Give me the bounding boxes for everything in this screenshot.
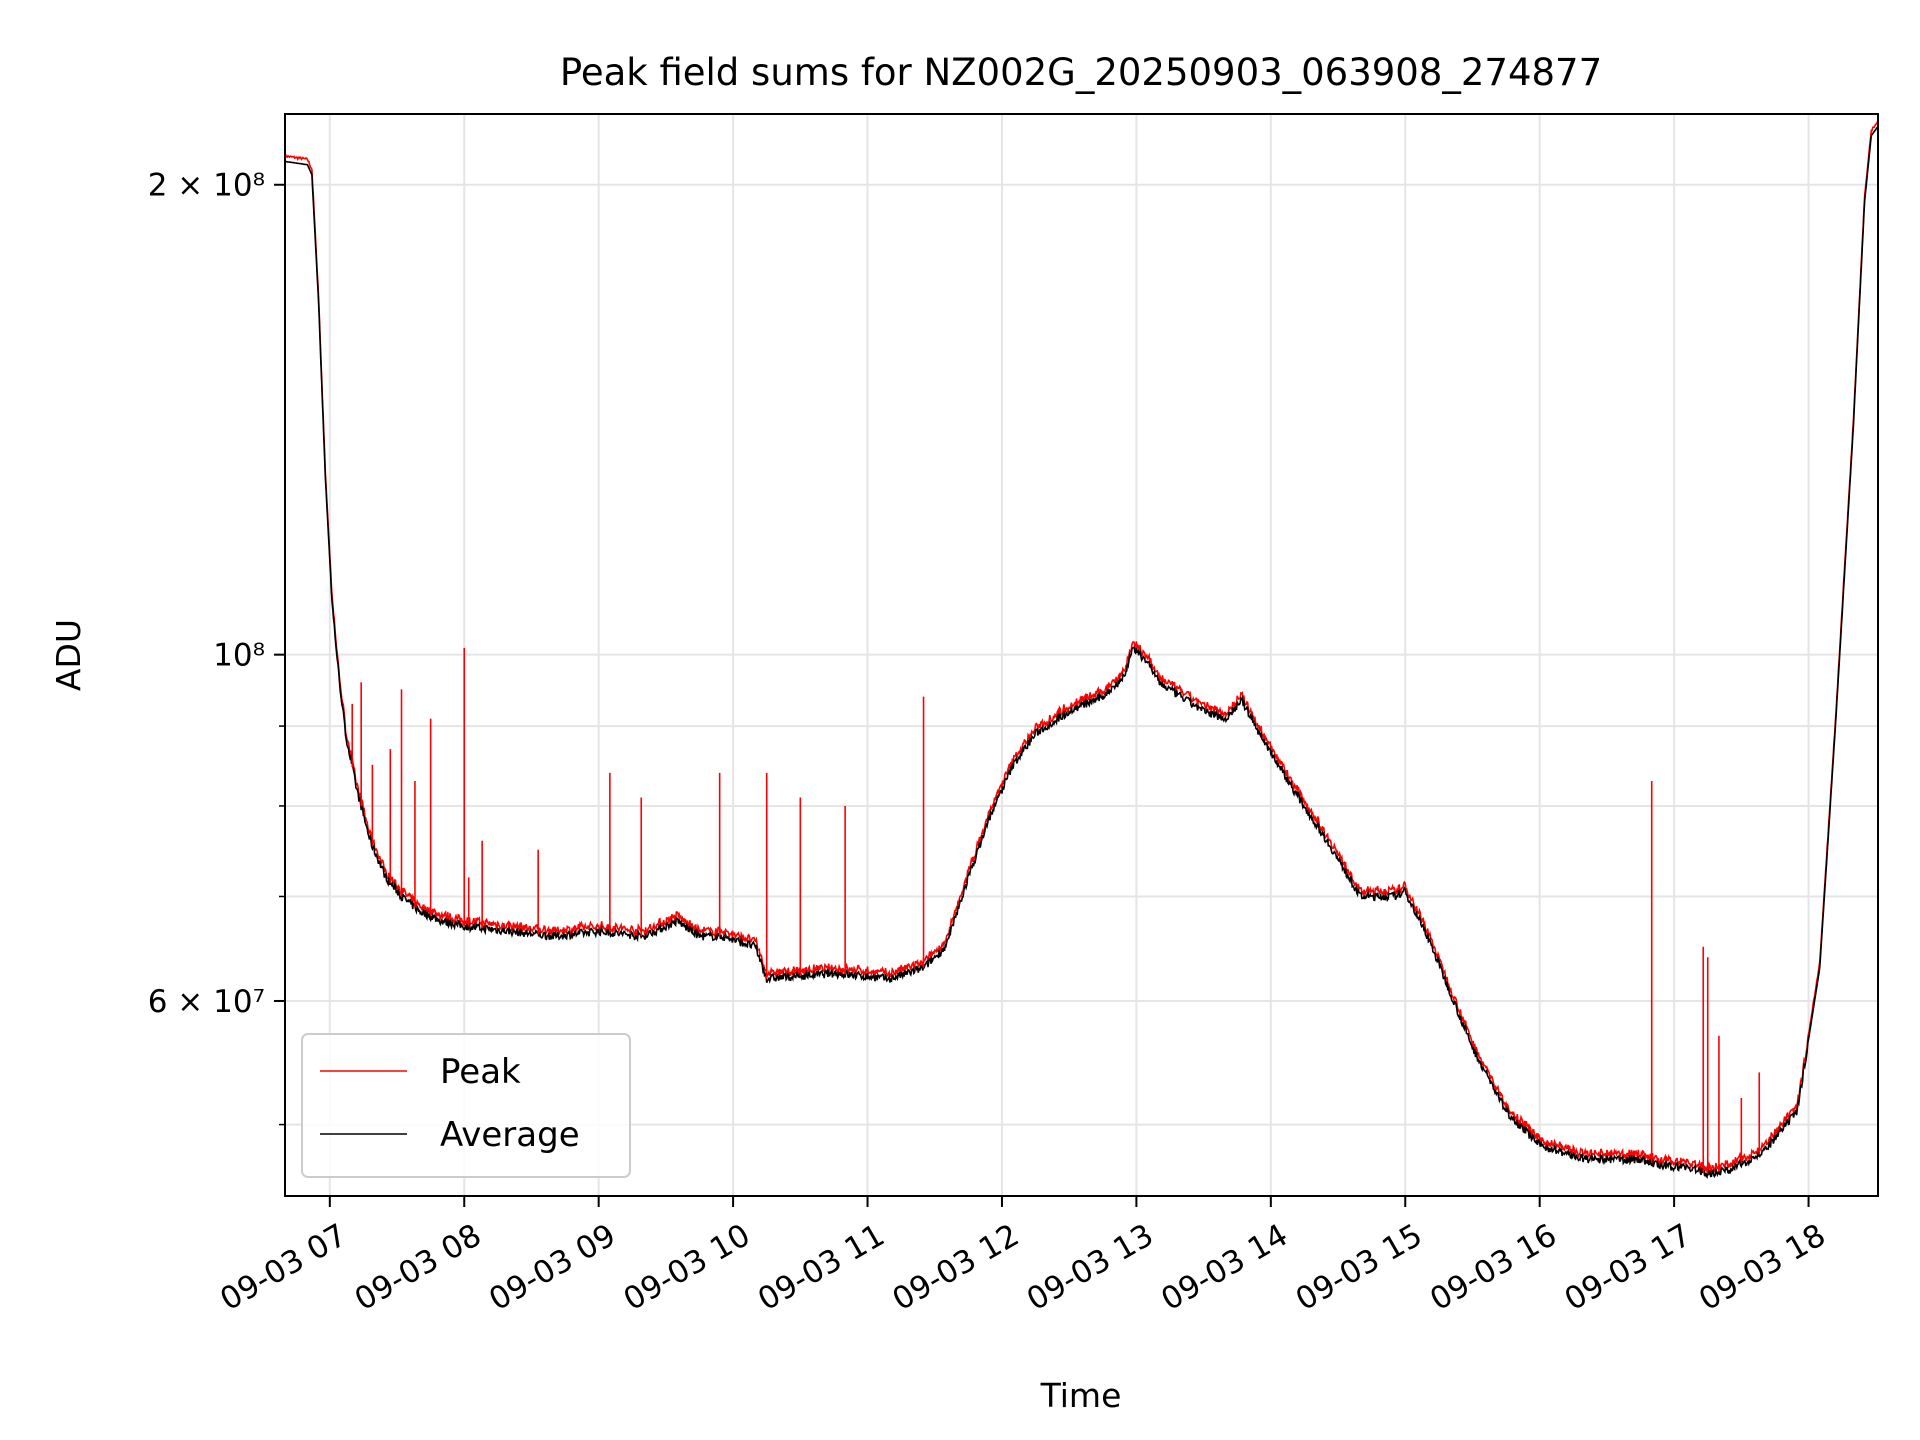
x-axis-label: Time bbox=[1040, 1376, 1122, 1415]
y-tick-label: 10⁸ bbox=[213, 638, 265, 674]
series-peak-line bbox=[284, 119, 1879, 1174]
grid bbox=[285, 114, 1878, 1196]
chart-title: Peak field sums for NZ002G_20250903_0639… bbox=[560, 51, 1602, 94]
plot-area bbox=[284, 119, 1879, 1179]
legend-label-average: Average bbox=[440, 1115, 580, 1155]
y-tick-label: 2 × 10⁸ bbox=[148, 168, 265, 204]
series-average-line bbox=[284, 125, 1879, 1179]
legend-box bbox=[301, 1033, 631, 1178]
legend: Peak Average bbox=[301, 1033, 631, 1178]
legend-label-peak: Peak bbox=[440, 1052, 521, 1092]
y-tick-label: 6 × 10⁷ bbox=[148, 984, 265, 1020]
y-axis-label: ADU bbox=[49, 619, 88, 691]
